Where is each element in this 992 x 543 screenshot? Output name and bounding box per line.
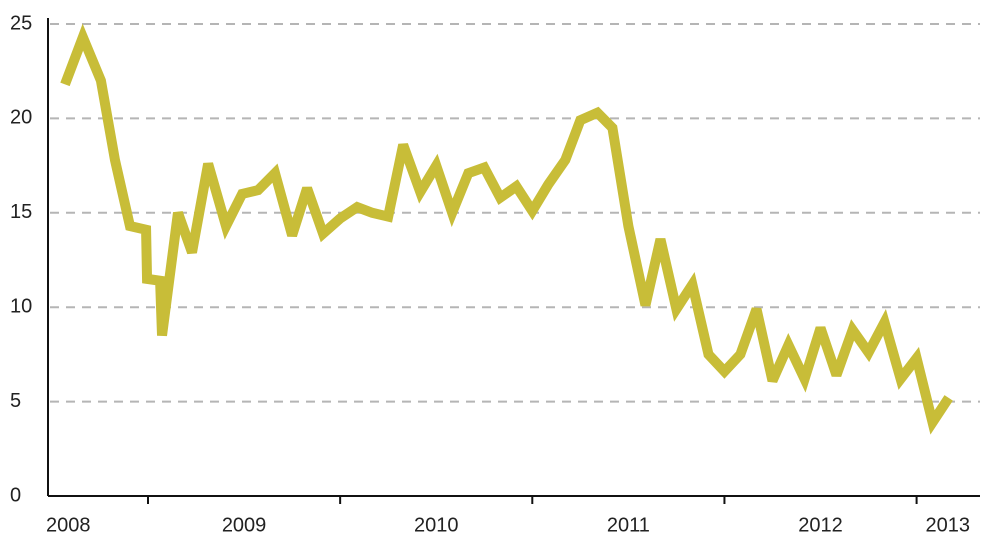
y-tick-label: 25 xyxy=(10,12,32,34)
y-tick-label: 5 xyxy=(10,390,21,412)
x-tick-label: 2009 xyxy=(222,514,267,536)
x-tick-label: 2010 xyxy=(414,514,459,536)
x-tick-label: 2008 xyxy=(46,514,91,536)
x-tick-label: 2011 xyxy=(607,514,650,536)
y-tick-label: 15 xyxy=(10,201,32,223)
y-tick-label: 10 xyxy=(10,295,32,317)
y-tick-label: 0 xyxy=(10,484,21,506)
data-line xyxy=(60,23,953,435)
y-tick-label: 20 xyxy=(10,107,32,129)
x-tick-label: 2013 xyxy=(926,514,971,536)
x-tick-label: 2012 xyxy=(798,514,843,536)
